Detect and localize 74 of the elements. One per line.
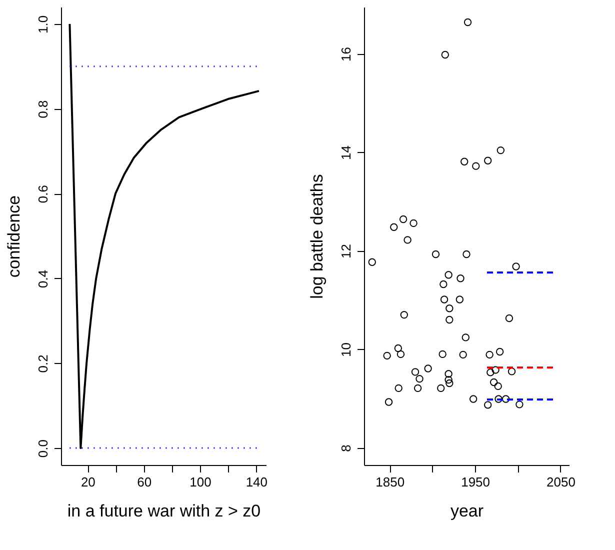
point — [399, 215, 408, 224]
y-tick-label: 12 — [338, 244, 354, 259]
point — [486, 350, 494, 359]
y-axis-title: confidence — [4, 195, 24, 278]
point — [432, 250, 440, 258]
point — [446, 304, 454, 312]
point — [512, 262, 520, 270]
point — [400, 310, 408, 319]
point — [490, 378, 498, 386]
point — [438, 350, 446, 358]
x-tick-label: 20 — [80, 474, 96, 490]
point — [486, 368, 494, 376]
x-tick-label: 1950 — [461, 474, 490, 490]
point — [469, 395, 478, 403]
y-tick-label: 0.2 — [36, 354, 50, 373]
point — [384, 398, 393, 406]
y-tick-label: 0.6 — [36, 185, 50, 204]
point — [456, 274, 464, 282]
point — [446, 379, 454, 388]
x-tick-label: 100 — [190, 474, 212, 490]
point — [404, 236, 412, 244]
point — [505, 314, 514, 322]
point — [441, 50, 449, 59]
y-tick-label: 10 — [338, 342, 354, 358]
point — [424, 364, 432, 372]
y-tick-label: 0.0 — [36, 440, 50, 458]
line-series — [68, 22, 260, 450]
point — [462, 250, 470, 258]
point — [492, 366, 500, 374]
point — [464, 18, 472, 26]
point — [394, 384, 402, 392]
point — [446, 316, 454, 324]
point — [440, 280, 448, 288]
x-tick-label: 1850 — [376, 474, 405, 490]
point — [508, 368, 516, 376]
point — [460, 158, 468, 166]
point — [437, 384, 445, 392]
y-tick-label: 0.4 — [36, 270, 50, 288]
point — [414, 384, 422, 392]
point — [462, 334, 470, 342]
point — [444, 376, 452, 384]
point — [444, 271, 452, 279]
point — [459, 350, 467, 359]
y-tick-label: 0.8 — [36, 100, 50, 118]
point — [411, 368, 420, 376]
point — [494, 395, 502, 403]
point — [456, 296, 464, 304]
point — [502, 395, 510, 403]
point — [496, 348, 504, 356]
x-axis-title: year — [450, 502, 484, 520]
x-tick-label: 60 — [137, 474, 152, 490]
point — [444, 370, 452, 378]
point — [494, 382, 502, 390]
point — [368, 258, 376, 266]
point — [394, 344, 402, 352]
y-tick-label: 16 — [338, 47, 354, 62]
x-tick-label: 140 — [246, 474, 268, 490]
point — [416, 374, 424, 383]
point — [396, 350, 405, 358]
point — [484, 156, 492, 164]
x-axis-title: in a future war with z > z0 — [67, 502, 261, 520]
point — [472, 162, 480, 170]
point — [410, 219, 418, 228]
point — [383, 352, 391, 360]
y-tick-label: 14 — [338, 146, 354, 160]
point — [484, 401, 492, 409]
point — [496, 146, 505, 154]
y-axis-title: log battle deaths — [308, 174, 326, 299]
point — [390, 223, 398, 231]
point — [516, 400, 524, 408]
x-tick-label: 2050 — [546, 474, 576, 490]
y-tick-label: 8 — [338, 444, 354, 452]
y-tick-label: 1.0 — [36, 15, 50, 34]
point — [440, 296, 448, 304]
